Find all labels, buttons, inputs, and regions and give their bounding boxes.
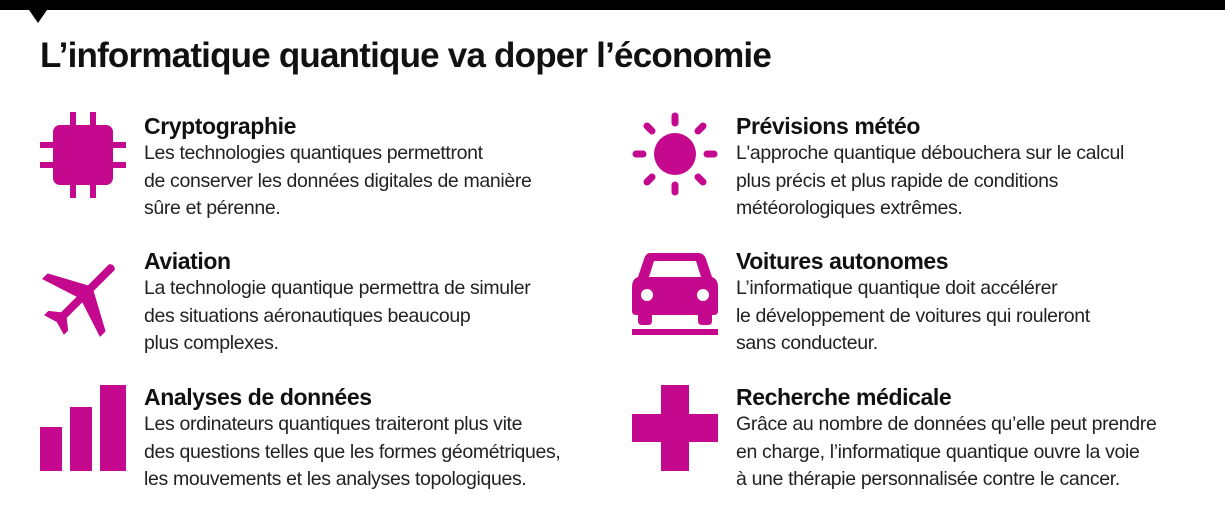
description-line: La technologie quantique permettra de si… [144,277,531,299]
page-title: L’informatique quantique va doper l’écon… [40,36,772,75]
description-line: des questions telles que les formes géom… [144,440,561,463]
description-line: le développement de voitures qui roulero… [736,304,1090,327]
description-line: plus précis et plus rapide de conditions [736,169,1059,192]
description-line: en charge, l’informatique quantique ouvr… [736,440,1140,463]
topic-heading: Recherche médicale [736,384,952,410]
sun-icon [632,112,718,198]
description-line: Les ordinateurs quantiques traiteront pl… [144,413,523,435]
description-line: L’informatique quantique doit accélérer [736,277,1058,299]
bar-chart-icon [40,385,126,471]
description-line: les mouvements et les analyses topologiq… [144,468,527,490]
description-line: sûre et pérenne. [144,197,281,219]
description-line: à une thérapie personnalisée contre le c… [736,468,1120,490]
description-line: L'approche quantique débouchera sur le c… [736,142,1125,164]
topic-description: Les ordinateurs quantiques traiteront pl… [144,411,604,494]
topic-description: La technologie quantique permettra de si… [144,275,604,358]
topic-description: L'approche quantique débouchera sur le c… [736,140,1196,223]
topic-heading: Aviation [144,248,231,274]
chip-icon [40,112,126,198]
topic-description: Les technologies quantiques permettront d… [144,140,604,223]
topic-description: Grâce au nombre de données qu’elle peut … [736,411,1196,494]
airplane-icon [40,253,126,339]
description-line: météorologiques extrêmes. [736,197,963,219]
description-line: sans conducteur. [736,332,878,354]
topic-heading: Prévisions météo [736,113,921,139]
description-line: plus complexes. [144,332,279,354]
medical-cross-icon [632,385,718,471]
top-bar [0,0,1225,10]
topic-heading: Voitures autonomes [736,248,949,274]
description-line: des situations aéronautiques beaucoup [144,304,471,327]
description-line: de conserver les données digitales de ma… [144,169,532,192]
description-line: Les technologies quantiques permettront [144,142,483,164]
notch-triangle [29,10,47,23]
description-line: Grâce au nombre de données qu’elle peut … [736,413,1157,435]
car-icon [632,249,718,335]
topic-heading: Cryptographie [144,113,296,139]
topic-description: L’informatique quantique doit accélérer l… [736,275,1196,358]
topic-heading: Analyses de données [144,384,372,410]
